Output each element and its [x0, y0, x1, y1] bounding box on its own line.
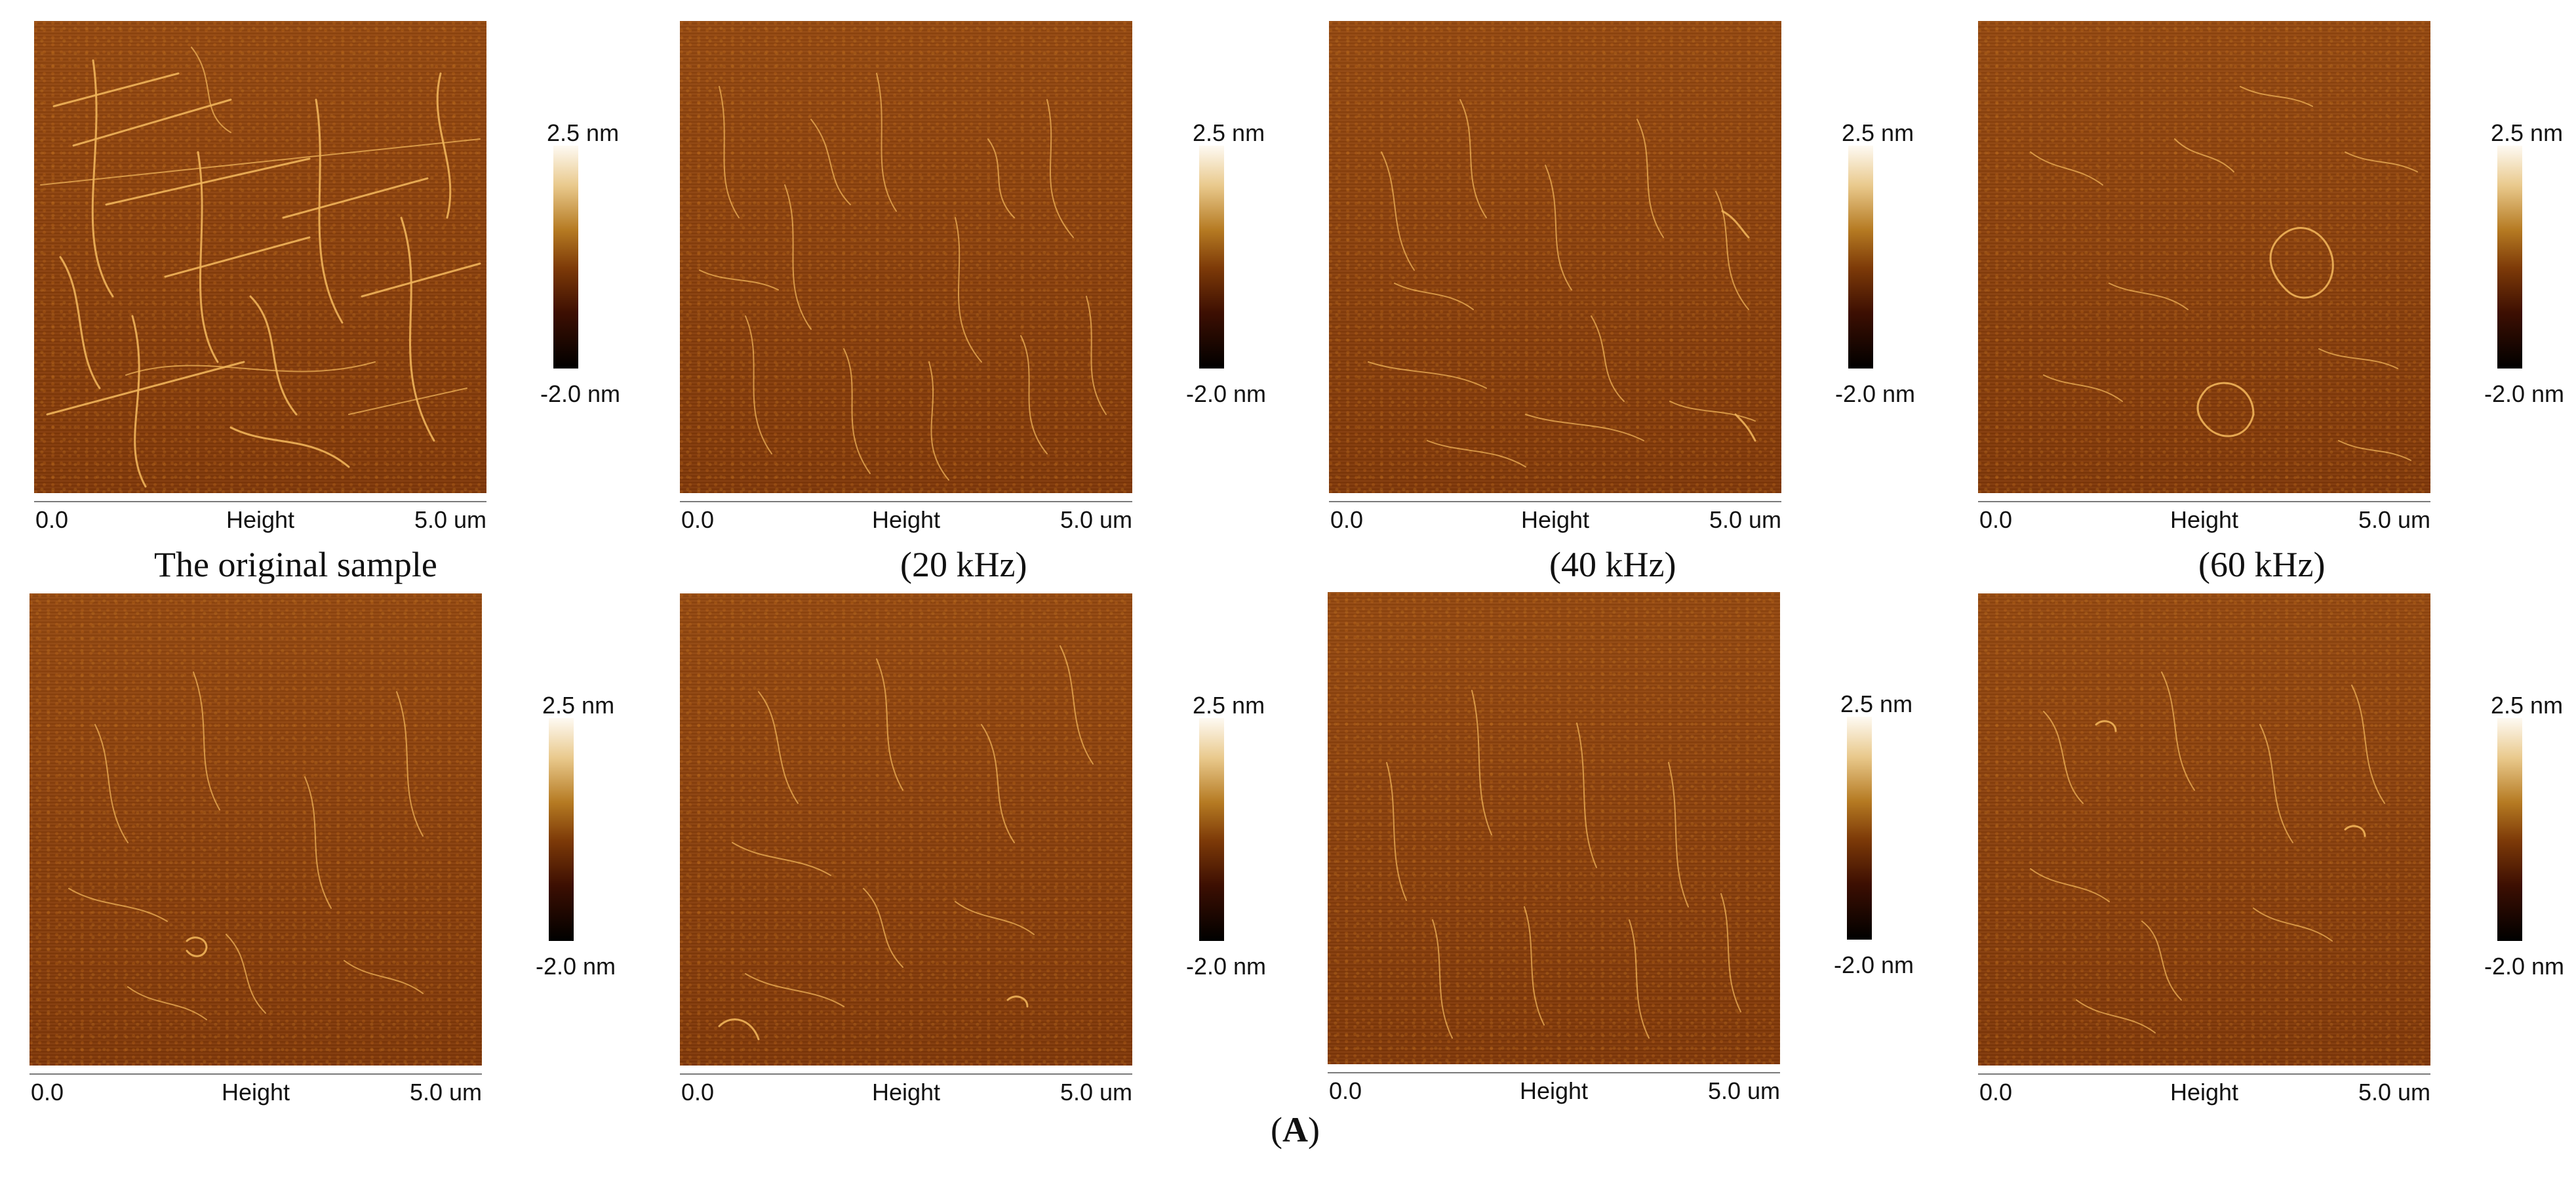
axis-center-label: Height — [871, 506, 941, 533]
axis-line — [1978, 1073, 2430, 1075]
colorbar — [1847, 717, 1872, 940]
fiber-traces — [699, 73, 1107, 481]
colorbar-max-label: 2.5 nm — [1193, 119, 1265, 146]
colorbar-min-label: -2.0 nm — [1186, 953, 1267, 980]
axis-start-label: 0.0 — [681, 1079, 715, 1106]
afm-panel-5: 0.0 Height 5.0 um 2.5 nm -2.0 nm — [30, 593, 675, 1164]
fiber-traces — [1368, 99, 1756, 468]
colorbar — [1848, 146, 1873, 369]
axis-line — [1328, 1072, 1780, 1073]
colorbar-min-label: -2.0 nm — [540, 380, 621, 407]
colorbar-min-label: -2.0 nm — [1835, 380, 1916, 407]
afm-height-image — [680, 593, 1132, 1066]
axis-start-label: 0.0 — [1329, 1077, 1362, 1104]
axis-center-label: Height — [871, 1079, 941, 1106]
axis-end-label: 5.0 um — [1709, 506, 1781, 533]
fiber-traces — [68, 671, 424, 1020]
fiber-traces — [2030, 86, 2418, 461]
afm-panel-6: 0.0 Height 5.0 um 2.5 nm -2.0 nm — [680, 593, 1326, 1164]
fiber-traces — [2030, 671, 2385, 1033]
caption-60khz: (60 kHz) — [2198, 545, 2326, 584]
afm-height-image — [30, 593, 482, 1066]
colorbar — [2497, 718, 2522, 941]
axis-end-label: 5.0 um — [2358, 1079, 2430, 1106]
afm-panel-8: 0.0 Height 5.0 um 2.5 nm -2.0 nm — [1978, 593, 2576, 1164]
figure-label-letter: A — [1282, 1110, 1308, 1149]
colorbar — [549, 718, 574, 941]
caption-20khz: (20 kHz) — [900, 545, 1027, 584]
axis-start-label: 0.0 — [1330, 506, 1364, 533]
figure-label: (A) — [1271, 1109, 1320, 1150]
axis-center-label: Height — [1520, 506, 1590, 533]
colorbar-max-label: 2.5 nm — [2491, 692, 2564, 719]
caption-40khz: (40 kHz) — [1549, 545, 1676, 584]
axis-end-label: 5.0 um — [409, 1079, 482, 1106]
colorbar-min-label: -2.0 nm — [536, 953, 616, 980]
fiber-traces — [718, 645, 1094, 1041]
afm-height-image — [1328, 592, 1780, 1064]
axis-line — [680, 501, 1132, 502]
axis-center-label: Height — [2170, 506, 2239, 533]
colorbar-max-label: 2.5 nm — [1842, 119, 1914, 146]
afm-panel-1: 0.0 Height 5.0 um 2.5 nm -2.0 nm — [34, 21, 680, 591]
axis-line — [34, 501, 486, 502]
colorbar-max-label: 2.5 nm — [1840, 690, 1913, 717]
figure-label-open: ( — [1271, 1110, 1282, 1149]
afm-panel-3: 0.0 Height 5.0 um 2.5 nm -2.0 nm — [1329, 21, 1975, 591]
colorbar-max-label: 2.5 nm — [1193, 692, 1265, 719]
colorbar-min-label: -2.0 nm — [2484, 953, 2565, 980]
afm-height-image — [34, 21, 486, 493]
afm-height-image — [1978, 593, 2430, 1066]
axis-start-label: 0.0 — [681, 506, 715, 533]
afm-panel-7: 0.0 Height 5.0 um 2.5 nm -2.0 nm — [1328, 592, 1973, 1163]
figure-label-close: ) — [1307, 1110, 1320, 1149]
colorbar — [2497, 146, 2522, 369]
colorbar — [1199, 718, 1224, 941]
axis-start-label: 0.0 — [1979, 506, 2013, 533]
axis-center-label: Height — [226, 506, 295, 533]
colorbar-min-label: -2.0 nm — [1834, 951, 1914, 978]
colorbar-min-label: -2.0 nm — [1186, 380, 1267, 407]
colorbar-max-label: 2.5 nm — [542, 692, 615, 719]
axis-center-label: Height — [1519, 1077, 1589, 1104]
colorbar-min-label: -2.0 nm — [2484, 380, 2565, 407]
afm-panel-4: 0.0 Height 5.0 um 2.5 nm -2.0 nm — [1978, 21, 2576, 591]
afm-height-image — [1978, 21, 2430, 493]
axis-line — [680, 1073, 1132, 1075]
colorbar — [553, 146, 578, 369]
axis-line — [1329, 501, 1781, 502]
fiber-traces — [40, 47, 481, 488]
axis-end-label: 5.0 um — [2358, 506, 2430, 533]
caption-original-sample: The original sample — [154, 545, 437, 584]
colorbar — [1199, 146, 1224, 369]
afm-panel-2: 0.0 Height 5.0 um 2.5 nm -2.0 nm — [680, 21, 1326, 591]
axis-end-label: 5.0 um — [1060, 506, 1132, 533]
axis-center-label: Height — [221, 1079, 290, 1106]
fiber-traces — [1386, 690, 1741, 1039]
colorbar-max-label: 2.5 nm — [2491, 119, 2564, 146]
colorbar-max-label: 2.5 nm — [547, 119, 620, 146]
axis-end-label: 5.0 um — [414, 506, 486, 533]
afm-height-image — [1329, 21, 1781, 493]
afm-height-image — [680, 21, 1132, 493]
axis-center-label: Height — [2170, 1079, 2239, 1106]
axis-end-label: 5.0 um — [1060, 1079, 1132, 1106]
axis-start-label: 0.0 — [1979, 1079, 2013, 1106]
axis-line — [1978, 501, 2430, 502]
axis-start-label: 0.0 — [31, 1079, 64, 1106]
axis-line — [30, 1073, 482, 1075]
axis-end-label: 5.0 um — [1707, 1077, 1780, 1104]
axis-start-label: 0.0 — [35, 506, 69, 533]
